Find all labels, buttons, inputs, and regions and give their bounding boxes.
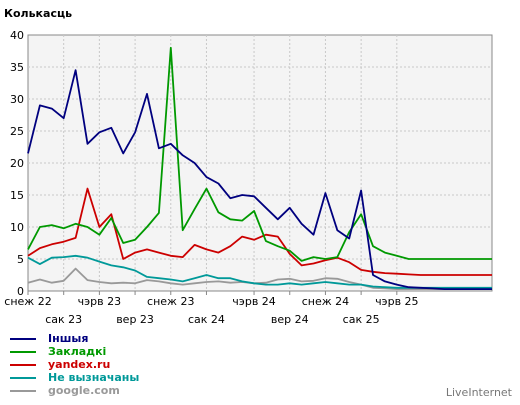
series-line	[27, 46, 492, 262]
x-ticks: снеж 22 сак 23 чэрв 23 вер 23 снеж 23 сак 24 ч…	[4, 291, 419, 326]
y-tick-label: 35	[10, 61, 24, 74]
legend-label-inshyya: Іншыя	[48, 332, 89, 345]
legend-label-nevyznachany: Не вызначаны	[48, 371, 140, 384]
y-tick-label: 20	[10, 157, 24, 170]
x-tick-label: снеж 22	[4, 295, 51, 308]
x-tick-label: сак 25	[343, 313, 380, 326]
y-tick-label: 5	[17, 253, 24, 266]
x-tick-label: вер 23	[116, 313, 154, 326]
legend-label-yandex: yandex.ru	[48, 358, 111, 371]
series-line	[27, 267, 492, 291]
y-tick-label: 30	[10, 93, 24, 106]
y-tick-label: 10	[10, 221, 24, 234]
x-tick-label: сак 23	[45, 313, 82, 326]
series-line	[27, 69, 492, 291]
x-tick-label: сак 24	[188, 313, 225, 326]
brand-label: LiveInternet	[445, 386, 512, 399]
legend-swatch-nevyznachany	[10, 377, 36, 379]
x-tick-label: чэрв 25	[375, 295, 419, 308]
y-tick-label: 25	[10, 125, 24, 138]
series-lines	[27, 46, 492, 291]
x-tick-label: чэрв 23	[78, 295, 122, 308]
series-line	[27, 187, 492, 276]
y-axis-label: Колькасць	[4, 7, 72, 20]
chart: Колькасць 0 5 10 15 20 25 30 35 40 снеж 22 сак 23…	[4, 7, 493, 326]
y-tick-label: 15	[10, 189, 24, 202]
y-tick-label: 0	[17, 285, 24, 298]
x-tick-label: чэрв 24	[232, 295, 276, 308]
legend-swatch-inshyya	[10, 338, 36, 340]
legend-label-zakladki: Закладкі	[48, 345, 107, 358]
y-ticks: 0 5 10 15 20 25 30 35 40	[10, 29, 24, 298]
y-tick-label: 40	[10, 29, 24, 42]
x-tick-label: снеж 24	[302, 295, 349, 308]
legend-swatch-google	[10, 390, 36, 392]
legend-swatch-zakladki	[10, 351, 36, 353]
x-tick-label: снеж 23	[147, 295, 194, 308]
legend-label-google: google.com	[48, 384, 120, 397]
legend-swatch-yandex	[10, 364, 36, 366]
x-tick-label: вер 24	[271, 313, 309, 326]
